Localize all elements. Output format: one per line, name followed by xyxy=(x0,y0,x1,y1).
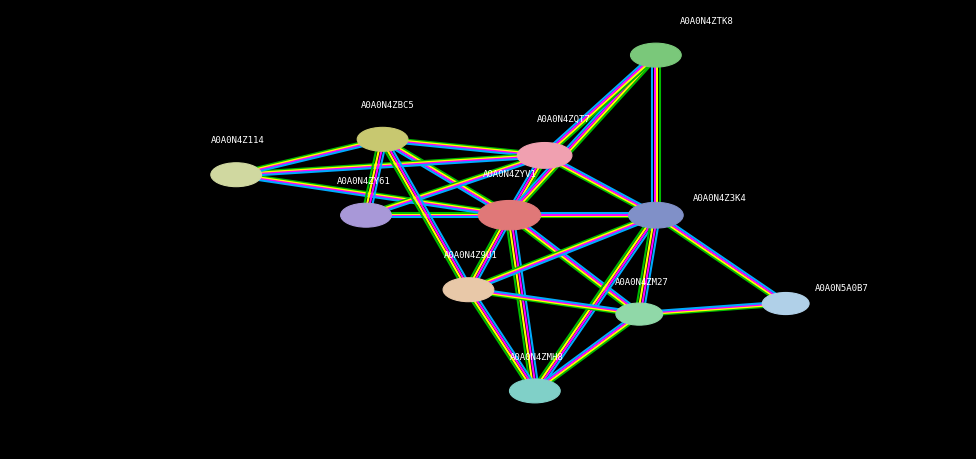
Text: A0A0N4Z114: A0A0N4Z114 xyxy=(211,136,265,145)
Text: A0A0N4ZMH8: A0A0N4ZMH8 xyxy=(509,352,564,361)
Circle shape xyxy=(211,163,262,187)
Text: A0A0N4ZY61: A0A0N4ZY61 xyxy=(337,176,391,185)
Circle shape xyxy=(517,143,572,169)
Text: A0A0N4ZM27: A0A0N4ZM27 xyxy=(615,277,670,286)
Text: A0A0N4ZQT7: A0A0N4ZQT7 xyxy=(537,115,591,124)
Circle shape xyxy=(616,303,663,325)
Text: A0A0N4Z9U1: A0A0N4Z9U1 xyxy=(443,251,498,260)
Text: A0A0N4ZTK8: A0A0N4ZTK8 xyxy=(680,17,734,26)
Text: A0A0N5A0B7: A0A0N5A0B7 xyxy=(815,284,869,293)
Circle shape xyxy=(341,204,391,228)
Text: A0A0N4ZBC5: A0A0N4ZBC5 xyxy=(360,101,415,110)
Circle shape xyxy=(630,44,681,68)
Circle shape xyxy=(443,278,494,302)
Circle shape xyxy=(762,293,809,315)
Text: A0A0N4ZYV1: A0A0N4ZYV1 xyxy=(482,170,537,179)
Circle shape xyxy=(357,128,408,152)
Text: A0A0N4Z3K4: A0A0N4Z3K4 xyxy=(693,194,747,203)
Circle shape xyxy=(478,201,541,230)
Circle shape xyxy=(629,203,683,229)
Circle shape xyxy=(509,379,560,403)
